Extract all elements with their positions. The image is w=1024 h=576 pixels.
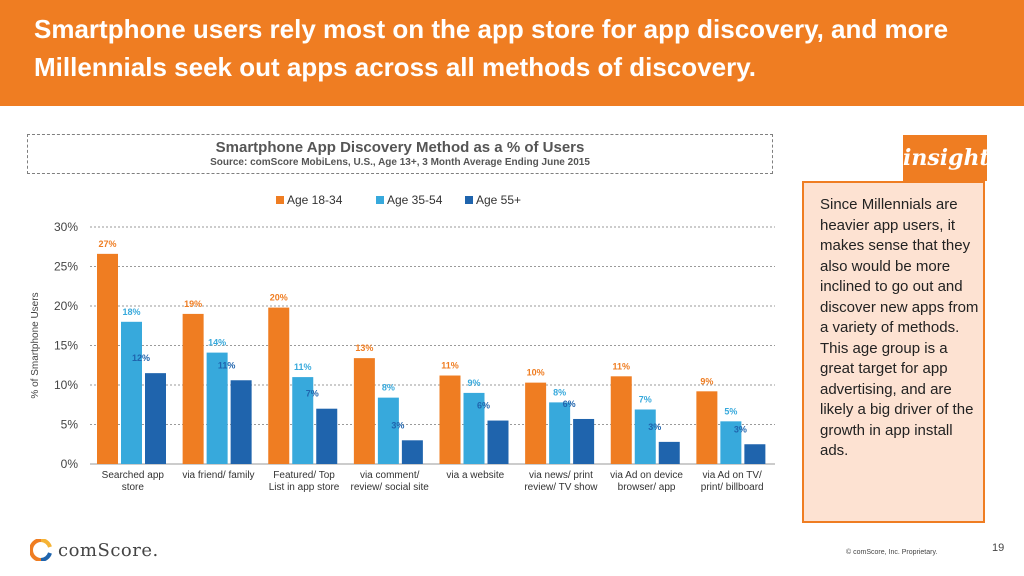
y-axis-title: % of Smartphone Users bbox=[30, 292, 41, 398]
data-label: 20% bbox=[270, 293, 288, 303]
data-label: 3% bbox=[734, 424, 747, 434]
data-label: 3% bbox=[391, 420, 404, 430]
bar bbox=[377, 397, 399, 464]
data-label: 12% bbox=[132, 353, 150, 363]
category-label: browser/ app bbox=[618, 482, 676, 493]
slide-title: Smartphone users rely most on the app st… bbox=[34, 14, 949, 82]
category-label: Searched app bbox=[102, 470, 165, 481]
category-label: review/ social site bbox=[351, 482, 430, 493]
y-tick-label: 5% bbox=[61, 418, 79, 432]
bar bbox=[121, 321, 142, 464]
category-label: store bbox=[122, 482, 145, 493]
title-banner: Smartphone users rely most on the app st… bbox=[0, 0, 1024, 106]
comscore-logo-text: comScore. bbox=[58, 539, 159, 561]
bar bbox=[145, 373, 166, 464]
data-label: 27% bbox=[98, 239, 116, 249]
data-label: 8% bbox=[553, 387, 566, 397]
bar bbox=[268, 307, 290, 464]
y-tick-label: 0% bbox=[61, 457, 79, 471]
chart-source: Source: comScore MobiLens, U.S., Age 13+… bbox=[210, 157, 590, 168]
category-label: print/ billboard bbox=[701, 482, 764, 493]
data-label: 11% bbox=[612, 361, 630, 371]
bar bbox=[97, 253, 118, 464]
legend-label: Age 55+ bbox=[476, 193, 521, 207]
comscore-logo: comScore. bbox=[30, 536, 159, 564]
bar bbox=[744, 444, 766, 464]
legend-swatch bbox=[276, 196, 284, 204]
data-label: 11% bbox=[441, 361, 459, 371]
y-tick-label: 10% bbox=[54, 378, 78, 392]
copyright: © comScore, Inc. Proprietary. bbox=[846, 549, 938, 556]
data-label: 3% bbox=[648, 422, 661, 432]
category-label: via Ad on device bbox=[610, 470, 683, 481]
data-label: 8% bbox=[382, 383, 395, 393]
data-label: 14% bbox=[208, 338, 226, 348]
bar bbox=[230, 380, 252, 464]
category-label: List in app store bbox=[269, 482, 340, 493]
category-label: via friend/ family bbox=[182, 470, 254, 481]
chart-title: Smartphone App Discovery Method as a % o… bbox=[215, 139, 585, 156]
data-label: 11% bbox=[218, 360, 236, 370]
bar bbox=[182, 313, 204, 464]
bar bbox=[353, 358, 375, 464]
chart-title-box: Smartphone App Discovery Method as a % o… bbox=[27, 134, 773, 174]
data-label: 9% bbox=[700, 376, 713, 386]
bar bbox=[206, 352, 228, 464]
page-number: 19 bbox=[992, 542, 1005, 554]
category-label: via comment/ bbox=[360, 470, 420, 481]
bar bbox=[292, 377, 314, 464]
category-label: Featured/ Top bbox=[273, 470, 335, 481]
bar bbox=[573, 418, 595, 464]
data-label: 10% bbox=[527, 368, 545, 378]
data-label: 13% bbox=[355, 343, 373, 353]
comscore-logo-icon bbox=[30, 539, 52, 561]
data-label: 7% bbox=[306, 389, 319, 399]
data-label: 11% bbox=[294, 362, 312, 372]
y-tick-label: 15% bbox=[54, 339, 78, 353]
y-tick-label: 30% bbox=[54, 220, 78, 234]
bar bbox=[696, 391, 718, 464]
category-label: via Ad on TV/ bbox=[703, 470, 763, 481]
data-label: 19% bbox=[184, 299, 202, 309]
bar-chart: 0% 5% 10% 15% 20% 25% 30% % of Smartphone Users… bbox=[30, 193, 775, 493]
data-label: 6% bbox=[477, 401, 490, 411]
bar bbox=[610, 376, 632, 464]
legend-swatch bbox=[376, 196, 384, 204]
data-label: 9% bbox=[467, 378, 480, 388]
bar bbox=[439, 375, 461, 464]
category-label: via news/ print bbox=[529, 470, 593, 481]
data-label: 5% bbox=[724, 406, 737, 416]
insight-tag: insight bbox=[903, 135, 990, 181]
bar bbox=[316, 408, 338, 464]
insight-text: Since Millennials are heavier app users,… bbox=[820, 196, 979, 459]
bar bbox=[634, 409, 656, 464]
data-label: 6% bbox=[563, 399, 576, 409]
bar bbox=[487, 420, 509, 464]
bar bbox=[658, 441, 680, 464]
bar bbox=[463, 392, 485, 464]
bar bbox=[525, 382, 547, 464]
insight-tag-label: insight bbox=[903, 145, 990, 171]
y-tick-label: 20% bbox=[54, 299, 78, 313]
category-label: review/ TV show bbox=[524, 482, 598, 493]
data-label: 7% bbox=[639, 394, 652, 404]
legend-label: Age 35-54 bbox=[387, 193, 443, 207]
data-label: 18% bbox=[122, 307, 140, 317]
insight-box: Since Millennials are heavier app users,… bbox=[802, 181, 985, 523]
legend-swatch bbox=[465, 196, 473, 204]
bar bbox=[549, 402, 571, 464]
bar bbox=[401, 440, 423, 464]
legend-label: Age 18-34 bbox=[287, 193, 343, 207]
category-label: via a website bbox=[446, 470, 504, 481]
bar bbox=[720, 421, 742, 464]
y-tick-label: 25% bbox=[54, 260, 78, 274]
